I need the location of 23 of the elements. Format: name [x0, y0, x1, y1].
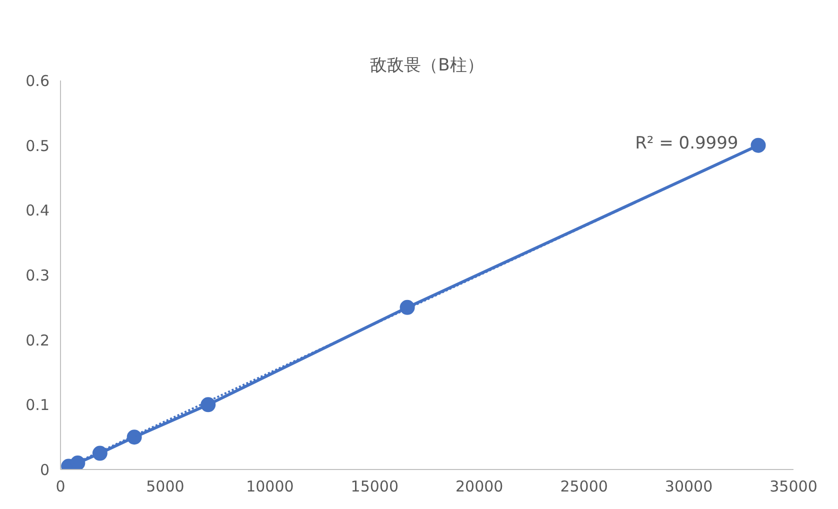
chart-title: 敌敌畏（B柱）	[370, 56, 484, 76]
y-tick-label: 0.5	[26, 136, 50, 155]
y-tick-label: 0	[40, 461, 50, 479]
y-tick-label: 0.4	[26, 202, 50, 220]
x-tick-label: 25000	[560, 478, 608, 496]
y-tick-label: 0.6	[26, 72, 50, 90]
x-tick-label: 10000	[246, 478, 294, 496]
x-tick-label: 0	[56, 478, 66, 496]
point	[400, 300, 415, 315]
y-tick-label: 0.1	[26, 396, 50, 414]
point	[200, 397, 216, 412]
point	[70, 456, 86, 470]
annotation: R² = 0.9999	[635, 133, 738, 154]
x-tick-label: 30000	[664, 478, 713, 496]
x-tick-label: 15000	[350, 478, 399, 496]
point	[750, 138, 766, 153]
y-tick-label: 0.2	[26, 331, 50, 350]
point	[92, 446, 108, 461]
y-tick-label: 0.3	[26, 266, 50, 284]
point	[126, 430, 142, 445]
x-tick-label: 35000	[770, 478, 818, 496]
x-tick-label: 5000	[146, 478, 184, 496]
x-tick-label: 20000	[456, 478, 504, 496]
